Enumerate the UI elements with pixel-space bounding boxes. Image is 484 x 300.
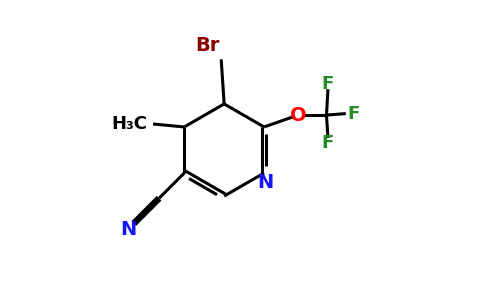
Text: H₃C: H₃C xyxy=(111,115,147,133)
Text: F: F xyxy=(322,134,334,152)
Text: N: N xyxy=(120,220,136,239)
Text: N: N xyxy=(257,173,273,192)
Text: F: F xyxy=(347,105,359,123)
Text: Br: Br xyxy=(196,37,220,56)
Text: O: O xyxy=(290,106,306,124)
Text: F: F xyxy=(322,75,334,93)
